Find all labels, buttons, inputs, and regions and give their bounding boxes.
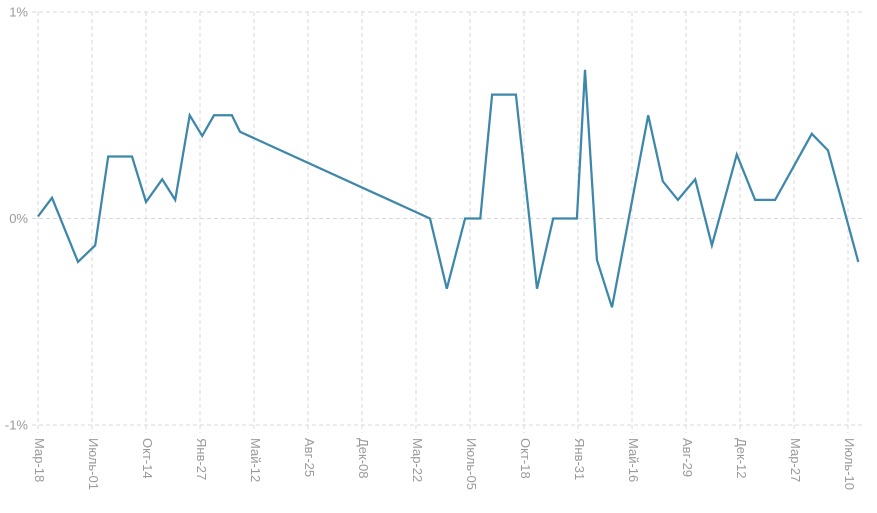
x-tick-label: Окт-18 [518,438,533,479]
x-tick-label: Июль-01 [86,438,101,490]
x-tick-label: Окт-14 [140,438,155,479]
x-tick-label: Мар-22 [410,438,425,482]
x-tick-label: Авг-29 [680,438,695,477]
x-tick-label: Май-12 [248,438,263,482]
x-tick-label: Мар-27 [788,438,803,482]
x-tick-label: Дек-08 [356,438,371,479]
y-axis-label: -1% [5,418,29,433]
x-tick-label: Май-16 [626,438,641,482]
x-tick-label: Янв-31 [572,438,587,480]
y-axis-label: 0% [9,211,28,226]
x-tick-label: Авг-25 [302,438,317,477]
x-tick-label: Янв-27 [194,438,209,480]
series-line [37,69,860,308]
x-tick-label: Июль-05 [464,438,479,490]
x-tick-label: Дек-12 [734,438,749,479]
x-tick-label: Мар-18 [32,438,47,482]
y-axis-label: 1% [9,5,28,20]
x-tick-label: Июль-10 [842,438,857,490]
